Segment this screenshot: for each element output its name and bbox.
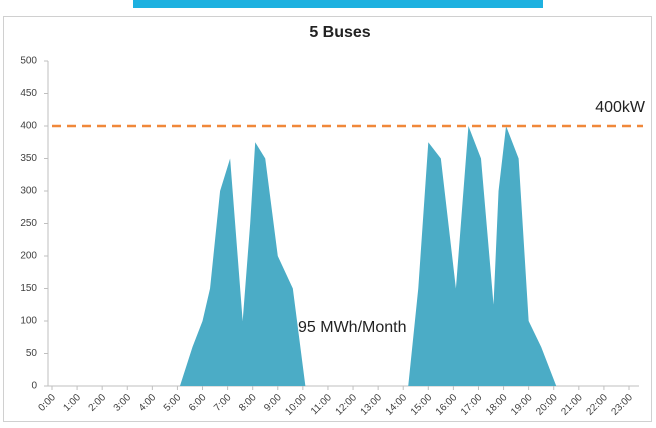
x-tick-label: 16:00 xyxy=(434,392,460,418)
x-tick-label: 8:00 xyxy=(237,392,259,414)
y-tick-label: 250 xyxy=(20,218,37,229)
y-tick-label: 500 xyxy=(20,56,37,67)
x-tick-label: 10:00 xyxy=(283,392,309,418)
area xyxy=(52,126,629,386)
x-tick-label: 19:00 xyxy=(509,392,535,418)
x-tick-label: 7:00 xyxy=(212,392,234,414)
annotation: 95 MWh/Month xyxy=(298,319,406,336)
y-tick-label: 150 xyxy=(20,283,37,294)
x-tick-label: 22:00 xyxy=(584,392,610,418)
x-tick-label: 9:00 xyxy=(262,392,284,414)
x-tick-label: 20:00 xyxy=(534,392,560,418)
chart-frame xyxy=(3,16,652,422)
x-tick-label: 13:00 xyxy=(359,392,385,418)
y-tick-label: 0 xyxy=(31,381,37,392)
y-tick-label: 300 xyxy=(20,186,37,197)
reference-label: 400kW xyxy=(595,99,646,116)
x-tick-label: 5:00 xyxy=(162,392,184,414)
y-tick-label: 100 xyxy=(20,316,37,327)
x-tick-label: 3:00 xyxy=(112,392,134,414)
y-tick-label: 200 xyxy=(20,251,37,262)
x-tick-label: 21:00 xyxy=(559,392,585,418)
x-tick-label: 12:00 xyxy=(334,392,360,418)
x-tick-label: 6:00 xyxy=(187,392,209,414)
x-tick-label: 23:00 xyxy=(610,392,636,418)
y-tick-label: 400 xyxy=(20,121,37,132)
x-tick-label: 14:00 xyxy=(384,392,410,418)
x-tick-label: 18:00 xyxy=(484,392,510,418)
x-tick-label: 2:00 xyxy=(87,392,109,414)
x-tick-label: 0:00 xyxy=(36,392,58,414)
x-tick-label: 4:00 xyxy=(137,392,159,414)
y-tick-label: 350 xyxy=(20,153,37,164)
x-tick-label: 17:00 xyxy=(459,392,485,418)
chart-title: 5 Buses xyxy=(309,24,370,41)
x-tick-label: 1:00 xyxy=(62,392,84,414)
y-tick-label: 50 xyxy=(26,348,38,359)
x-tick-label: 15:00 xyxy=(409,392,435,418)
y-tick-label: 450 xyxy=(20,88,37,99)
header-bar xyxy=(133,0,543,8)
x-tick-label: 11:00 xyxy=(309,392,334,417)
